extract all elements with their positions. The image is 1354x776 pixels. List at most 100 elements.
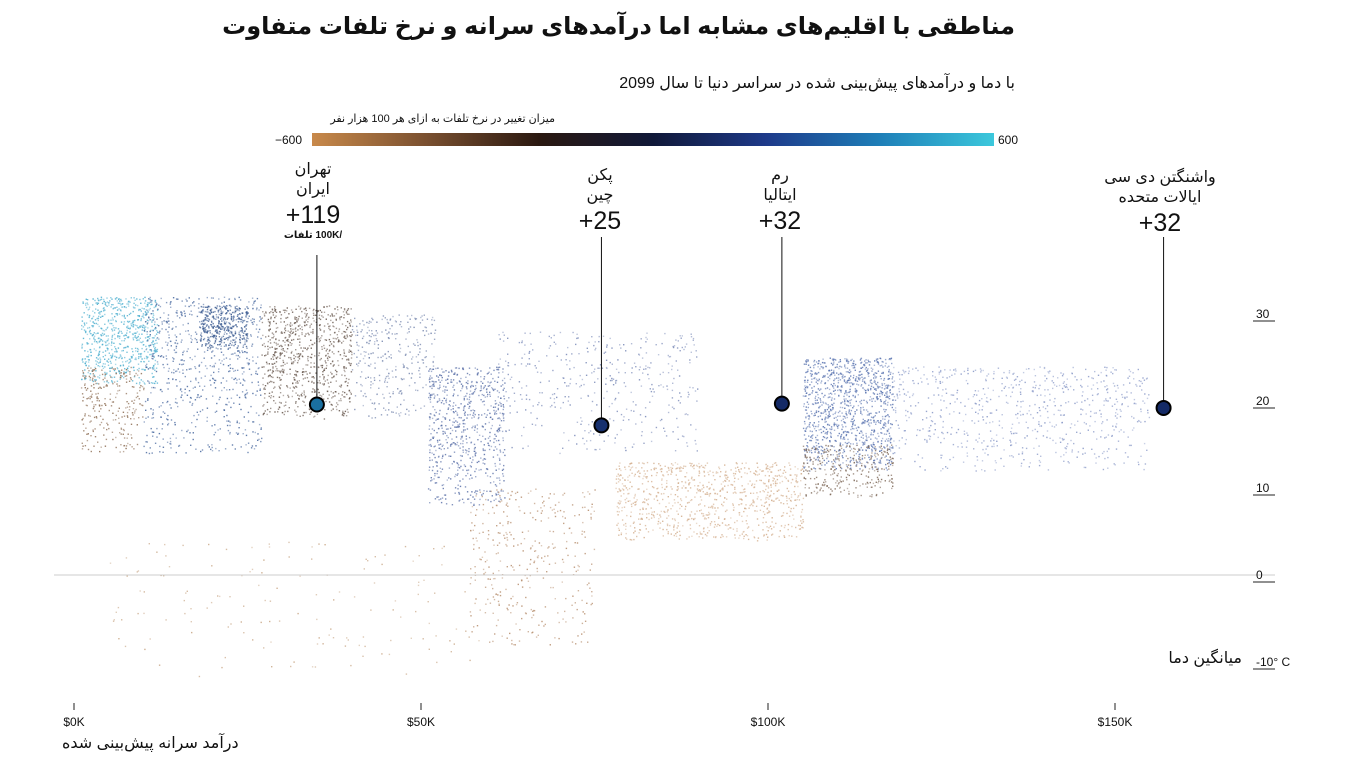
data-point [441, 379, 443, 382]
data-point [99, 313, 101, 315]
data-point [120, 444, 122, 446]
data-point [368, 329, 370, 332]
data-point [445, 439, 447, 441]
data-point [219, 428, 221, 430]
data-point [624, 447, 627, 449]
data-point [102, 307, 105, 310]
data-point [204, 310, 207, 313]
data-point [425, 356, 427, 358]
data-point [82, 396, 85, 398]
data-point [133, 402, 135, 404]
data-point [230, 397, 233, 399]
data-point [136, 331, 139, 333]
data-point [104, 302, 107, 304]
data-point [100, 298, 103, 300]
data-point [119, 356, 121, 359]
data-point [127, 303, 130, 305]
data-point [263, 387, 266, 389]
data-point [521, 341, 523, 344]
data-point [507, 505, 509, 507]
data-point [233, 378, 235, 381]
data-point [290, 352, 293, 354]
data-point [227, 347, 230, 349]
data-point [739, 498, 741, 500]
data-point [539, 381, 542, 384]
data-point [554, 504, 557, 506]
data-point [653, 462, 655, 465]
data-point [319, 309, 321, 312]
data-point [686, 502, 689, 504]
data-point [466, 398, 468, 400]
data-point [116, 306, 118, 308]
data-point [154, 382, 156, 385]
data-point [302, 350, 304, 352]
data-point [456, 382, 458, 384]
data-point [163, 366, 165, 369]
data-point [82, 445, 84, 447]
data-point [591, 506, 593, 508]
data-point [671, 365, 673, 367]
data-point [238, 333, 240, 335]
data-point [744, 472, 746, 474]
data-point [326, 357, 329, 359]
data-point [495, 469, 497, 471]
data-point [484, 612, 487, 614]
data-point [472, 425, 474, 428]
data-point [431, 394, 433, 396]
data-point [603, 440, 605, 442]
data-point [747, 526, 750, 528]
data-point [461, 387, 463, 390]
data-point [160, 405, 162, 407]
data-point [268, 375, 270, 377]
data-point [313, 308, 315, 311]
data-point [759, 479, 761, 481]
data-point [84, 377, 86, 380]
data-point [502, 475, 505, 477]
data-point [668, 356, 671, 358]
data-point [430, 396, 432, 399]
data-point [313, 366, 315, 368]
data-point [675, 535, 678, 537]
data-point [624, 522, 627, 525]
data-point [312, 343, 314, 346]
data-point [125, 298, 127, 300]
data-point [499, 459, 501, 461]
data-point [565, 621, 567, 623]
data-point [373, 379, 376, 381]
data-point [241, 373, 244, 375]
data-point [470, 474, 472, 476]
data-point [635, 366, 637, 368]
data-point [200, 337, 202, 339]
data-point [226, 318, 229, 320]
data-point [244, 308, 246, 310]
data-point [474, 491, 476, 494]
data-point [484, 428, 486, 431]
data-point [526, 577, 528, 579]
data-point [145, 409, 147, 411]
data-point [428, 466, 431, 468]
data-point [414, 317, 416, 319]
data-point [360, 383, 362, 386]
data-point [677, 426, 679, 428]
data-point [121, 416, 123, 418]
data-point [137, 395, 139, 398]
data-point [373, 377, 376, 379]
data-point [241, 338, 243, 340]
data-point [278, 406, 281, 408]
data-point [650, 440, 653, 443]
data-point [429, 443, 432, 446]
data-point [782, 514, 784, 517]
data-point [470, 511, 472, 514]
data-point [131, 356, 133, 358]
data-point [360, 331, 362, 333]
data-point [723, 501, 725, 503]
data-point [132, 414, 134, 416]
data-point [81, 378, 83, 381]
data-point [501, 379, 504, 382]
data-point [400, 412, 402, 414]
data-point [282, 394, 285, 397]
data-point [232, 335, 234, 337]
data-point [218, 344, 221, 346]
data-point [498, 443, 501, 446]
data-point [530, 412, 532, 414]
